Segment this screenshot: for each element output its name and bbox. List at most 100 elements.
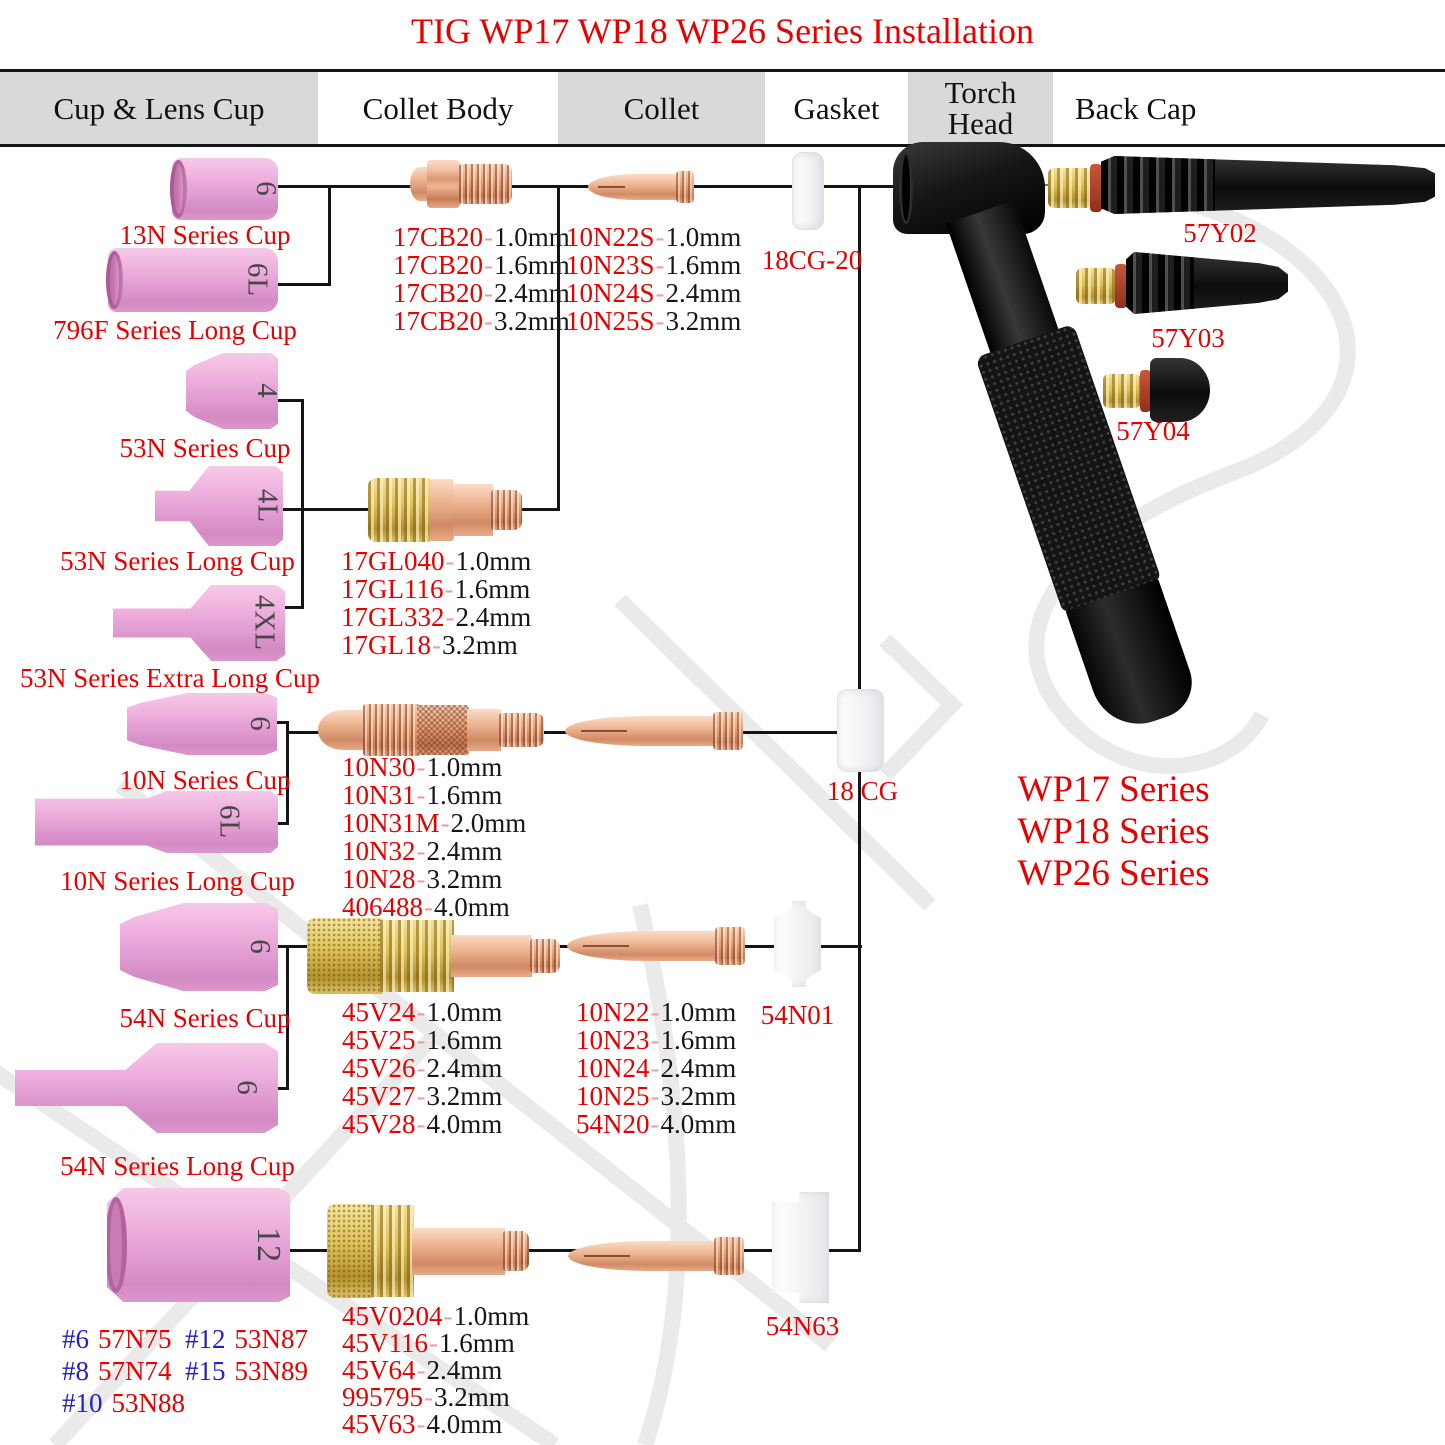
back-cap-long-thread	[1048, 168, 1092, 208]
collet-collar	[675, 170, 694, 204]
cup-marking: 6L	[213, 804, 246, 840]
column-header-row: Cup & Lens Cup Collet Body Collet Gasket…	[0, 69, 1445, 147]
cup-12: 12	[107, 1188, 290, 1302]
gasket-18cg-label: 18 CG	[826, 776, 899, 806]
collet-large	[568, 1237, 744, 1275]
series-label-wp17: WP17 Series	[1017, 769, 1210, 810]
collet-stubby	[565, 712, 743, 750]
part-line: 17CB203.2mm	[393, 306, 570, 336]
back-cap-medium-thread	[1076, 268, 1116, 304]
gasket-18cg	[837, 689, 884, 772]
part-line: 10N221.0mm	[576, 997, 736, 1027]
part-line: 10N25S3.2mm	[566, 306, 741, 336]
size-chart-row: #15 53N89	[185, 1356, 308, 1386]
cup-53n-extra-long-label: 53N Series Extra Long Cup	[20, 663, 320, 693]
header-cup-lens-cup: Cup & Lens Cup	[0, 72, 318, 144]
cup-796f-label: 796F Series Long Cup	[53, 315, 297, 345]
back-cap-ridges	[1101, 156, 1215, 214]
part-line: 10N23S1.6mm	[566, 250, 741, 280]
gasket-18cg-20-label: 18CG-20	[761, 245, 863, 275]
cup-54n: 6	[120, 903, 278, 991]
back-cap-short-oring	[1140, 370, 1151, 412]
gasket-54n63-label: 54N63	[765, 1311, 840, 1341]
part-line: 10N22S1.0mm	[566, 222, 741, 252]
cup-53n: 4	[186, 353, 278, 429]
connector-line	[280, 508, 400, 511]
back-cap-long-oring	[1090, 164, 1102, 212]
connector-line	[301, 399, 304, 609]
gasket-54n01-label: 54N01	[760, 1000, 835, 1030]
cup-marking: 4L	[252, 488, 285, 524]
connector-line	[286, 945, 289, 1089]
part-line: 45V634.0mm	[342, 1409, 502, 1439]
part-line: 45V1161.6mm	[342, 1328, 515, 1358]
part-line: 10N242.4mm	[576, 1053, 736, 1083]
connector-line	[272, 721, 289, 724]
collet-body-10n30	[318, 704, 544, 756]
connector-line	[273, 1087, 289, 1090]
header-collet: Collet	[558, 72, 765, 144]
cup-10n-long-label: 10N Series Long Cup	[60, 866, 295, 896]
back-cap-short-label: 57Y04	[1116, 416, 1190, 446]
part-line: 10N301.0mm	[342, 752, 502, 782]
cup-53n-label: 53N Series Cup	[119, 433, 291, 463]
connector-line	[557, 185, 560, 511]
size-chart-row: #10 53N88	[62, 1388, 185, 1418]
part-line: 10N253.2mm	[576, 1081, 736, 1111]
header-collet-body: Collet Body	[362, 90, 514, 126]
back-cap-short	[1150, 358, 1210, 422]
part-line: 45V251.6mm	[342, 1025, 502, 1055]
back-cap-short-thread	[1103, 374, 1141, 408]
part-line: 10N24S2.4mm	[566, 278, 741, 308]
cup-marking: 4XL	[248, 594, 281, 652]
cup-marking: 6	[230, 1080, 263, 1096]
header-gasket: Gasket	[793, 90, 880, 126]
connector-line	[278, 606, 304, 609]
cup-53n-long-label: 53N Series Long Cup	[60, 546, 295, 576]
back-cap-long	[1101, 156, 1435, 214]
gasket-54n01	[774, 901, 821, 987]
cup-796f: 6L	[106, 248, 278, 312]
part-line: 17GL1161.6mm	[341, 574, 530, 604]
part-line: 17CB202.4mm	[393, 278, 570, 308]
collet-body-45v-large-gas-lens	[327, 1204, 529, 1298]
connector-line	[286, 721, 289, 824]
part-line: 17GL3322.4mm	[341, 602, 531, 632]
cup-marking: 6	[249, 181, 282, 197]
back-cap-long-label: 57Y02	[1183, 218, 1257, 248]
cup-marking: 6	[243, 716, 276, 732]
collet-short	[588, 170, 694, 204]
part-line: 45V02041.0mm	[342, 1301, 529, 1331]
series-label-wp26: WP26 Series	[1017, 853, 1210, 894]
cup-13n-label: 13N Series Cup	[119, 220, 291, 250]
part-line: 10N322.4mm	[342, 836, 502, 866]
cup-13n: 6	[170, 158, 282, 220]
part-line: 9957953.2mm	[342, 1382, 510, 1412]
connector-line	[278, 283, 331, 286]
part-line: 17GL183.2mm	[341, 630, 518, 660]
part-line: 10N311.6mm	[342, 780, 502, 810]
collet-collar	[712, 712, 743, 750]
series-label-wp18: WP18 Series	[1017, 811, 1210, 852]
connector-line	[510, 508, 560, 511]
part-line: 17CB201.6mm	[393, 250, 570, 280]
back-cap-medium-label: 57Y03	[1151, 323, 1225, 353]
part-line: 45V241.0mm	[342, 997, 502, 1027]
cup-marking: 6L	[242, 262, 275, 298]
size-chart-row: #8 57N74	[62, 1356, 172, 1386]
cup-marking: 12	[250, 1227, 288, 1263]
part-line: 10N31M2.0mm	[342, 808, 526, 838]
connector-line	[275, 399, 304, 402]
collet-collar	[714, 1237, 744, 1275]
cup-10n-long: 6L	[35, 791, 278, 853]
gasket-18cg-20	[792, 152, 824, 230]
cup-54n-label: 54N Series Cup	[119, 1003, 291, 1033]
part-line: 17CB201.0mm	[393, 222, 570, 252]
collet-collar	[714, 927, 745, 965]
part-line: 54N204.0mm	[576, 1109, 736, 1139]
collet-body-17gl-gas-lens	[368, 478, 522, 542]
cup-marking: 6	[243, 939, 276, 955]
part-line: 45V642.4mm	[342, 1355, 502, 1385]
part-line: 4064884.0mm	[342, 892, 510, 922]
